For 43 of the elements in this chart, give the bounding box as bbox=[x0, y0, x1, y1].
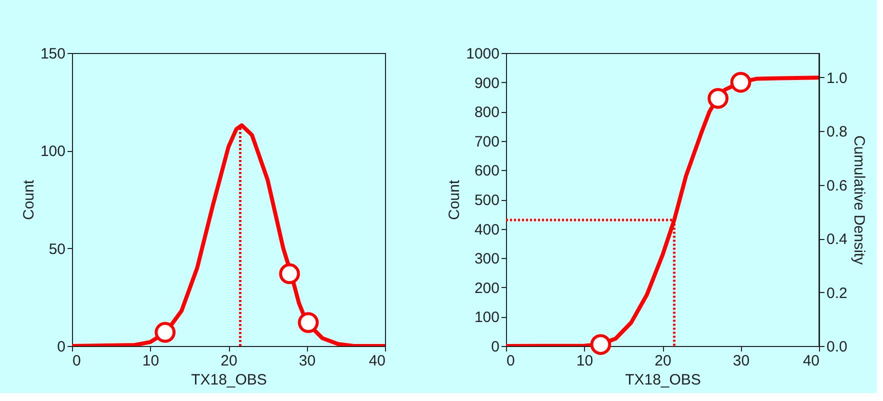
point bbox=[298, 312, 319, 333]
y-tick-label: 600 bbox=[474, 162, 500, 180]
x-tick-label: 20 bbox=[654, 352, 672, 370]
y-tick-label: 500 bbox=[474, 192, 500, 209]
y2-tick-label: 0.2 bbox=[826, 284, 848, 302]
y2-tick-label: 0.6 bbox=[826, 177, 848, 194]
y-axis-title: Count bbox=[446, 179, 464, 220]
y-tick-label: 700 bbox=[474, 133, 500, 150]
y-tick-label: 0 bbox=[57, 338, 66, 356]
point bbox=[279, 263, 300, 284]
point bbox=[154, 322, 176, 343]
point bbox=[730, 72, 752, 93]
y-tick-label: 100 bbox=[40, 143, 66, 160]
x-tick-label: 10 bbox=[142, 352, 160, 370]
y-tick-label: 50 bbox=[48, 240, 66, 258]
x-tick-label: 40 bbox=[368, 352, 386, 370]
point bbox=[590, 334, 612, 355]
point bbox=[708, 88, 728, 109]
y-tick-label: 1000 bbox=[466, 46, 500, 62]
y2-tick-label: 1.0 bbox=[826, 70, 848, 87]
y2-tick-label: 0.0 bbox=[826, 338, 848, 356]
x-tick-label: 10 bbox=[576, 352, 594, 370]
x-tick-label: 30 bbox=[732, 352, 750, 370]
x-tick-label: 40 bbox=[802, 352, 820, 370]
y-tick-label: 400 bbox=[474, 221, 500, 238]
x-axis-title: TX18_OBS bbox=[191, 372, 267, 388]
y-axis-title: Count bbox=[20, 179, 38, 220]
y-tick-label: 900 bbox=[474, 74, 500, 92]
x-axis-title: TX18_OBS bbox=[625, 372, 701, 388]
x-tick-label: 20 bbox=[220, 352, 238, 370]
y-tick-label: 200 bbox=[474, 280, 500, 297]
y-tick-label: 100 bbox=[474, 309, 500, 326]
x-tick-label: 30 bbox=[298, 352, 316, 370]
y-tick-label: 150 bbox=[40, 46, 66, 62]
x-tick-label: 0 bbox=[72, 352, 81, 370]
y2-tick-label: 0.8 bbox=[826, 124, 848, 141]
y2-axis-title: Cumulative Density bbox=[850, 135, 868, 266]
line-series bbox=[72, 123, 385, 346]
y-tick-label: 800 bbox=[474, 104, 500, 122]
y-tick-label: 0 bbox=[491, 338, 500, 356]
y-tick-label: 300 bbox=[474, 250, 500, 268]
y2-tick-label: 0.4 bbox=[826, 231, 848, 248]
x-tick-label: 0 bbox=[506, 352, 515, 370]
